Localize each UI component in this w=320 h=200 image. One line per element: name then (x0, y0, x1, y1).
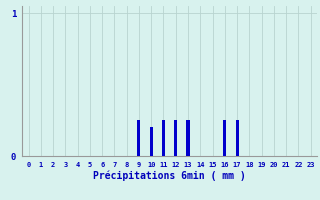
Bar (174, 120, 177, 156)
Bar (150, 127, 153, 156)
Bar (223, 120, 226, 156)
Bar (187, 120, 189, 156)
Bar (162, 120, 165, 156)
Bar (137, 120, 140, 156)
Bar (236, 120, 239, 156)
X-axis label: Précipitations 6min ( mm ): Précipitations 6min ( mm ) (93, 170, 246, 181)
